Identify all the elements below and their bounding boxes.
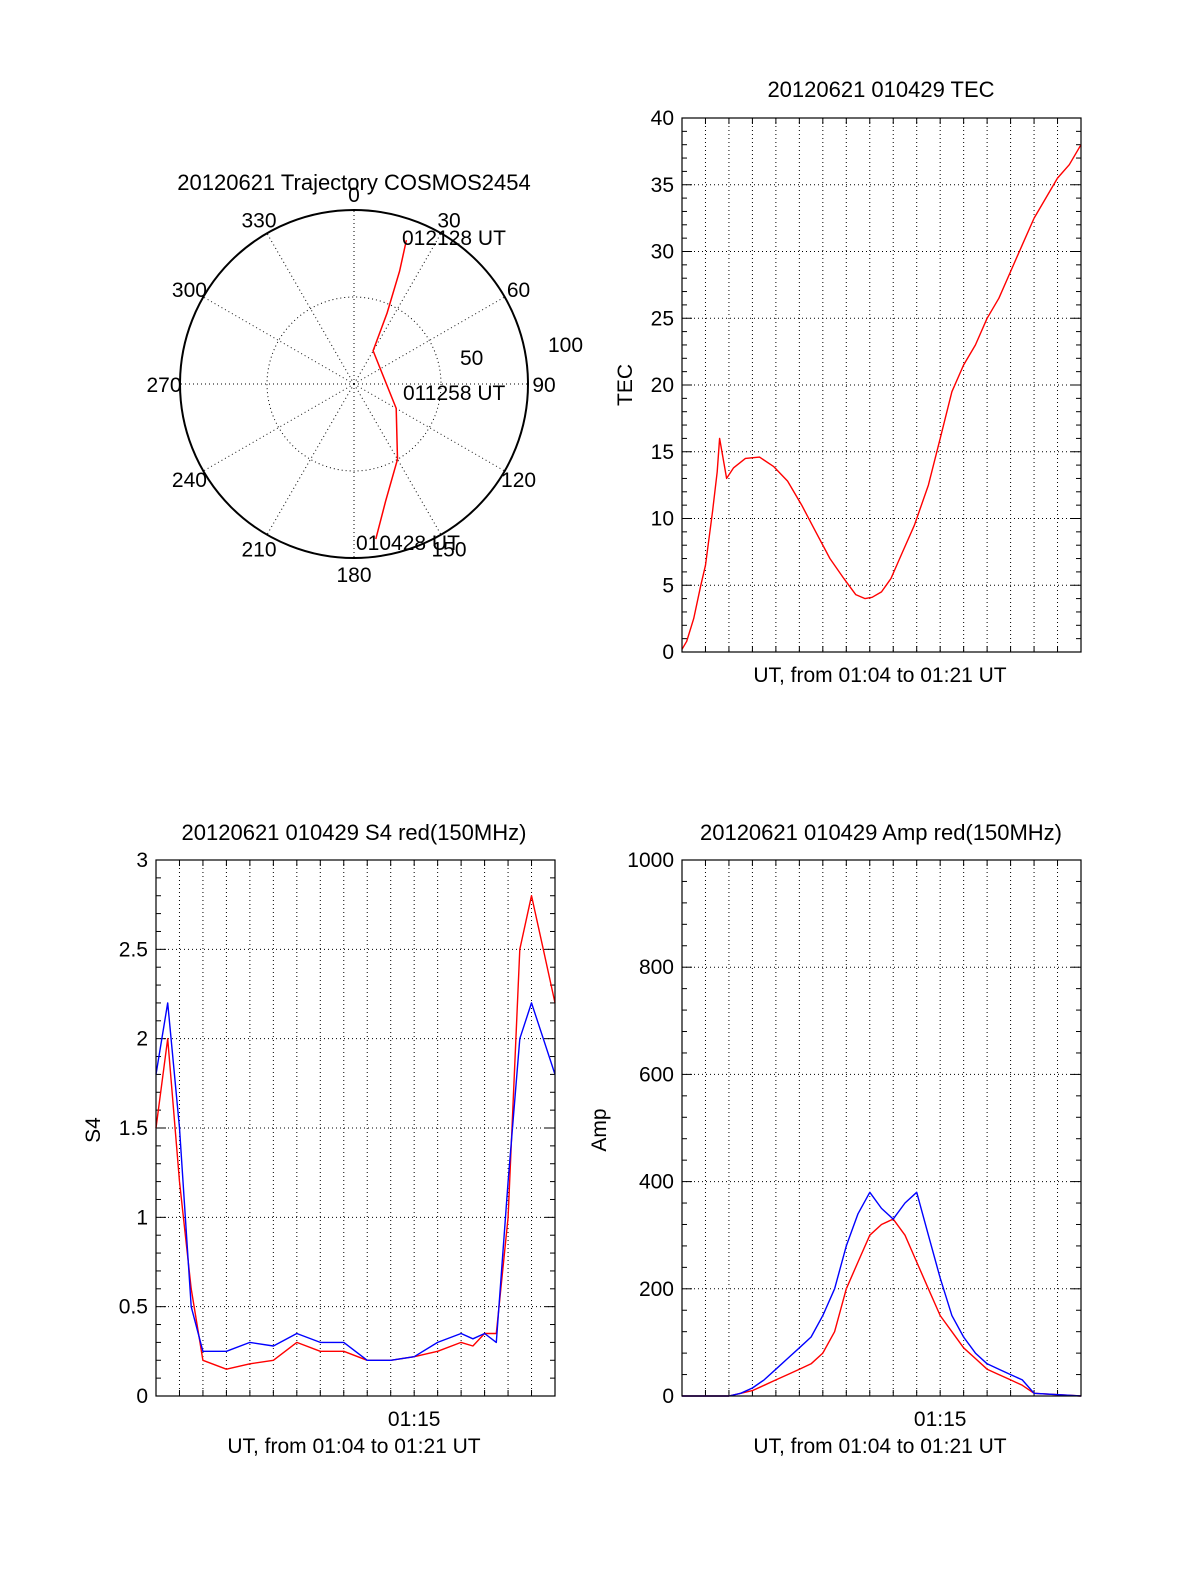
y-tick-label: 30 <box>651 241 674 264</box>
s4-chart: 20120621 010429 S4 red(150MHz) 0 0.5 1 1.5 2… <box>82 820 556 1458</box>
series-line-blue <box>682 1191 1082 1397</box>
tec-x-axis-label: UT, from 01:04 to 01:21 UT <box>753 664 1006 687</box>
s4-chart-title: 20120621 010429 S4 red(150MHz) <box>182 820 527 845</box>
y-tick-label: 1.5 <box>119 1117 148 1140</box>
polar-spoke <box>266 383 355 535</box>
amp-y-ticks: 0 200 400 600 800 1000 <box>627 849 674 1408</box>
amp-grid <box>682 859 1081 1397</box>
amp-x-axis-label: UT, from 01:04 to 01:21 UT <box>753 1435 1006 1458</box>
tec-plot-frame <box>681 117 1082 653</box>
polar-grid <box>179 209 529 559</box>
polar-spoke <box>266 233 355 385</box>
y-tick-label: 35 <box>651 174 674 197</box>
x-tick-label: 01:15 <box>914 1408 967 1431</box>
tec-chart: 20120621 010429 TEC 0 5 10 15 20 25 30 35 40 TEC… <box>614 77 1082 687</box>
polar-angle-label: 0 <box>348 184 360 207</box>
polar-chart-title: 20120621 Trajectory COSMOS2454 <box>177 170 530 195</box>
series-line-red <box>681 144 1082 650</box>
y-tick-label: 40 <box>651 107 674 130</box>
polar-angle-label: 180 <box>336 564 371 587</box>
s4-y-ticks: 0 0.5 1 1.5 2 2.5 3 <box>119 849 148 1408</box>
tec-y-axis-label: TEC <box>614 364 637 406</box>
s4-plot-frame <box>155 859 556 1397</box>
tec-series <box>681 144 1082 650</box>
y-tick-label: 2 <box>136 1028 148 1051</box>
y-tick-label: 25 <box>651 307 674 330</box>
polar-angle-label: 120 <box>501 469 536 492</box>
polar-series <box>372 239 408 540</box>
polar-spoke <box>353 383 442 535</box>
amp-x-ticks: 01:15 <box>914 1408 967 1431</box>
polar-annotation-mid-time: 011258 UT <box>403 382 506 405</box>
y-tick-label: 20 <box>651 374 674 397</box>
polar-angle-label: 60 <box>507 279 530 302</box>
y-tick-label: 15 <box>651 441 674 464</box>
polar-angle-label: 300 <box>172 279 207 302</box>
y-tick-label: 1000 <box>627 849 674 872</box>
polar-angle-label: 90 <box>532 374 555 397</box>
amp-series <box>682 1191 1082 1397</box>
polar-spoke <box>203 296 355 385</box>
polar-spoke <box>203 383 355 472</box>
amp-chart: 20120621 010429 Amp red(150MHz) 0 200 400 6… <box>588 820 1082 1458</box>
s4-series <box>155 895 556 1370</box>
s4-y-axis-label: S4 <box>82 1117 105 1143</box>
polar-annotation-start-time: 010428 UT <box>356 532 460 555</box>
y-tick-label: 600 <box>639 1063 674 1086</box>
polar-spoke <box>353 233 442 385</box>
polar-angle-label: 240 <box>172 469 207 492</box>
polar-spoke <box>353 383 505 472</box>
tec-chart-title: 20120621 010429 TEC <box>767 77 994 102</box>
y-tick-label: 3 <box>136 849 148 872</box>
y-tick-label: 1 <box>136 1206 148 1229</box>
polar-angle-label: 30 <box>437 209 460 232</box>
polar-angle-label: 210 <box>241 539 276 562</box>
polar-grid-circle-50 <box>266 296 442 472</box>
series-line-red <box>682 1218 1082 1397</box>
amp-y-axis-label: Amp <box>588 1108 611 1151</box>
polar-annotation-end-time: 012128 UT <box>402 227 506 250</box>
polar-spoke <box>353 296 505 385</box>
s4-x-ticks: 01:15 <box>388 1408 441 1431</box>
y-tick-label: 800 <box>639 956 674 979</box>
y-tick-label: 0.5 <box>119 1296 148 1319</box>
y-tick-label: 400 <box>639 1171 674 1194</box>
polar-trajectory-chart: 20120621 Trajectory COSMOS2454 0 30 60 90 12… <box>146 170 583 587</box>
amp-plot-frame <box>681 859 1082 1397</box>
tec-y-ticks: 0 5 10 15 20 25 30 35 40 <box>651 107 674 664</box>
y-tick-label: 10 <box>651 508 674 531</box>
polar-angle-labels: 0 30 60 90 120 150 180 210 240 270 300 330 <box>146 184 555 587</box>
series-line-blue <box>155 1002 556 1362</box>
y-tick-label: 0 <box>136 1385 148 1408</box>
s4-x-axis-label: UT, from 01:04 to 01:21 UT <box>227 1435 480 1458</box>
polar-radial-label-50: 50 <box>460 347 483 370</box>
y-tick-label: 200 <box>639 1278 674 1301</box>
polar-angle-label: 270 <box>146 374 181 397</box>
polar-radial-label-100: 100 <box>548 334 583 357</box>
polar-angle-label: 150 <box>431 539 466 562</box>
y-tick-label: 0 <box>662 1385 674 1408</box>
y-tick-label: 0 <box>662 641 674 664</box>
y-tick-label: 2.5 <box>119 938 148 961</box>
x-tick-label: 01:15 <box>388 1408 441 1431</box>
polar-angle-label: 330 <box>241 209 276 232</box>
polar-trajectory-line <box>372 239 408 540</box>
y-tick-label: 5 <box>662 574 674 597</box>
polar-outer-circle <box>179 209 529 559</box>
amp-chart-title: 20120621 010429 Amp red(150MHz) <box>700 820 1062 845</box>
